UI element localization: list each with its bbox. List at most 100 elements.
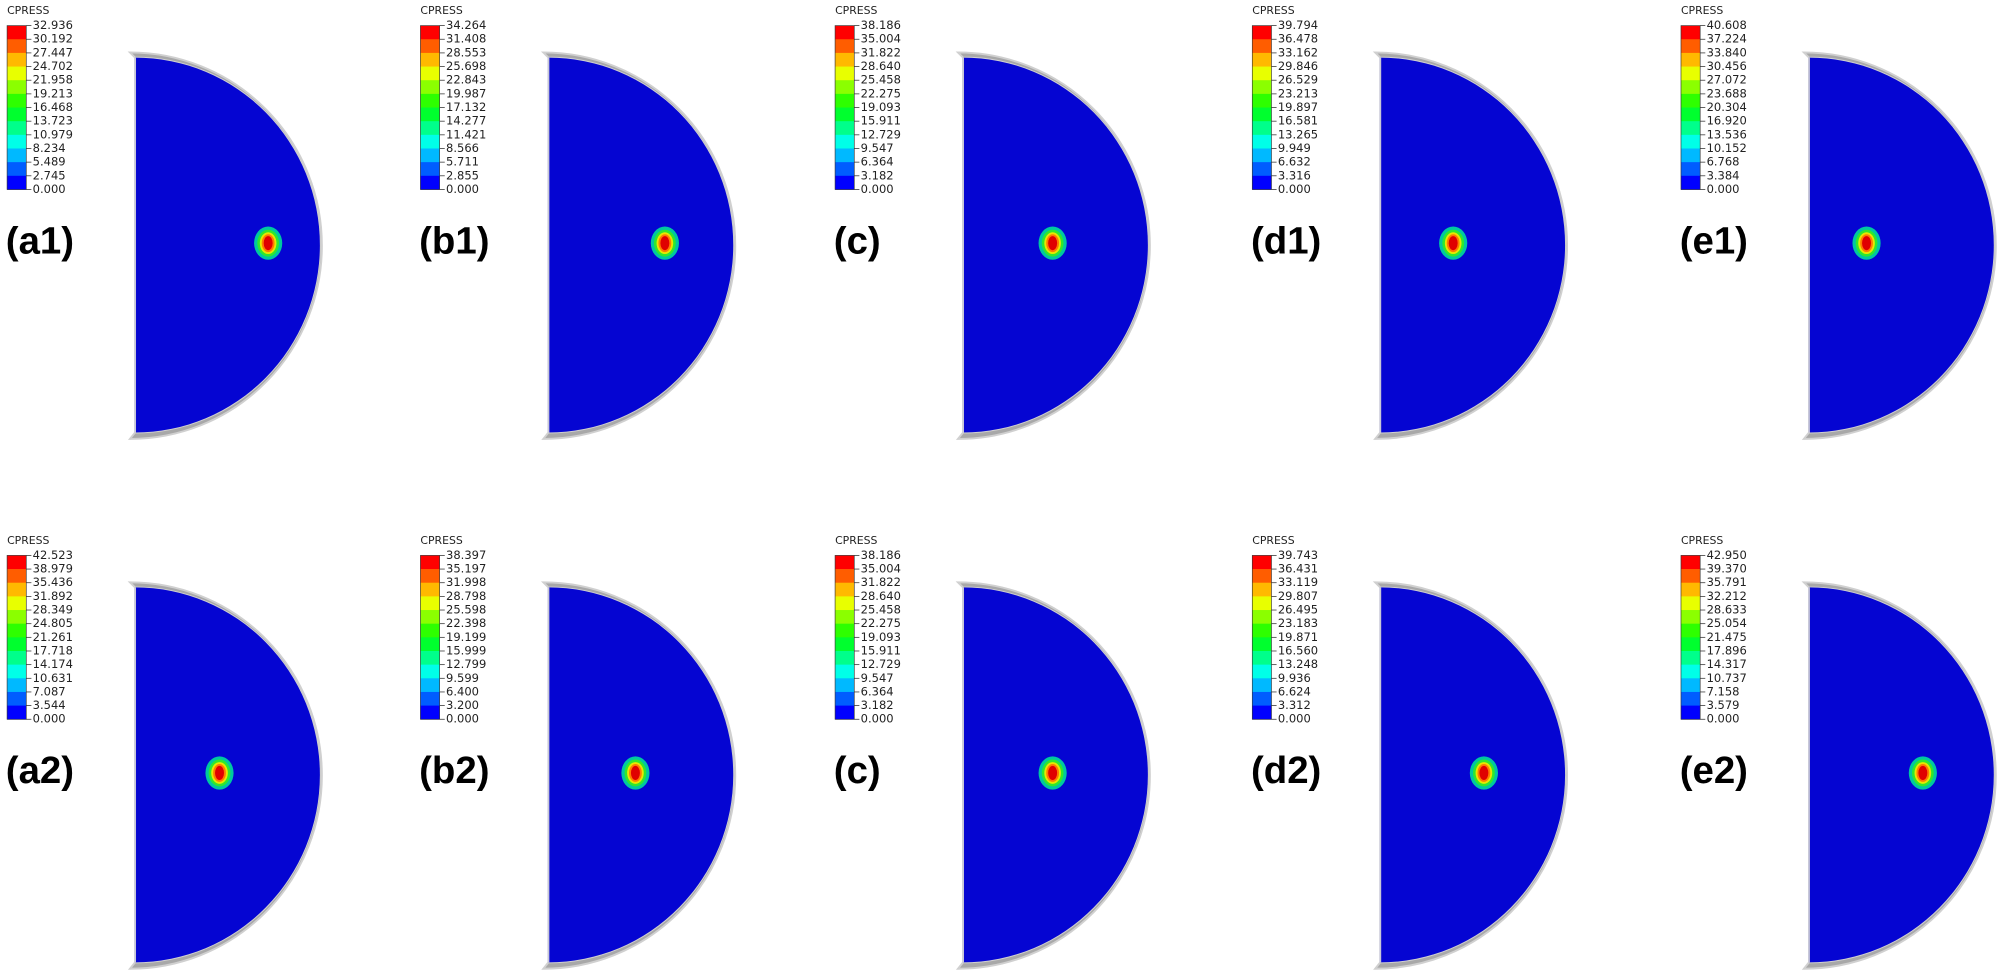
contact-surface: [135, 57, 320, 433]
panel-label: (b2): [419, 749, 489, 792]
legend-band: [420, 637, 440, 652]
legend-band: [835, 650, 855, 666]
legend-value: 17.132: [446, 100, 486, 114]
legend-value: 17.896: [1707, 643, 1747, 657]
legend-value: 0.000: [446, 712, 479, 726]
legend-value: 0.000: [1707, 712, 1740, 726]
panel-label: (d2): [1251, 749, 1321, 792]
legend-title: CPRESS: [1681, 534, 1723, 547]
legend-band: [835, 80, 855, 95]
legend-band: [1680, 596, 1701, 611]
legend-value: 38.979: [33, 562, 73, 576]
legend-value: 11.421: [446, 127, 486, 141]
legend-value: 6.768: [1707, 155, 1740, 169]
legend-value: 16.468: [33, 100, 73, 114]
legend-value: 9.547: [861, 141, 894, 155]
legend-band: [1680, 39, 1701, 54]
legend-value: 28.798: [446, 589, 486, 603]
legend-value: 32.212: [1707, 589, 1747, 603]
legend-band: [1252, 80, 1272, 95]
legend-band: [420, 582, 440, 597]
legend-value: 39.743: [1278, 548, 1318, 562]
legend-band: [7, 555, 27, 570]
legend-value: 35.004: [861, 562, 901, 576]
legend-value: 14.277: [446, 114, 486, 128]
legend-value: 6.632: [1278, 155, 1311, 169]
legend-band: [1680, 25, 1701, 40]
legend-value: 10.737: [1707, 671, 1747, 685]
legend-value: 5.489: [33, 155, 66, 169]
legend-value: 26.495: [1278, 603, 1318, 617]
legend-band: [420, 664, 440, 679]
legend-band: [1252, 93, 1272, 108]
panel: CPRESS38.18635.00431.82228.64025.45822.2…: [834, 534, 1151, 970]
contact-surface: [548, 57, 734, 433]
legend-value: 14.174: [33, 657, 73, 671]
legend-band: [7, 80, 27, 95]
panel-label: (c): [834, 219, 881, 262]
legend-value: 12.799: [446, 657, 486, 671]
legend-band: [1252, 175, 1272, 190]
legend-value: 3.312: [1278, 698, 1311, 712]
legend-value: 39.370: [1707, 562, 1747, 576]
legend-band: [835, 569, 855, 584]
legend-band: [7, 148, 27, 163]
legend-value: 3.316: [1278, 168, 1311, 182]
legend-band: [1252, 148, 1272, 163]
legend-value: 25.458: [861, 603, 901, 617]
panel: CPRESS39.74336.43133.11929.80726.49523.1…: [1251, 534, 1568, 970]
contact-spot: [630, 765, 640, 781]
legend-band: [420, 678, 440, 693]
legend-value: 38.186: [861, 18, 901, 32]
legend-band: [7, 93, 27, 108]
legend-value: 30.192: [33, 32, 73, 46]
legend-band: [7, 134, 27, 149]
legend-value: 32.936: [33, 18, 73, 32]
legend-title: CPRESS: [1252, 534, 1294, 547]
legend-value: 28.640: [861, 589, 901, 603]
legend-value: 14.317: [1707, 657, 1747, 671]
panel: CPRESS32.93630.19227.44724.70221.95819.2…: [6, 4, 323, 440]
legend-band: [1252, 66, 1272, 81]
legend-band: [420, 569, 440, 584]
legend-band: [420, 162, 440, 177]
panel: CPRESS34.26431.40828.55325.69822.84319.9…: [419, 4, 737, 440]
legend-band: [420, 25, 440, 40]
legend-band: [420, 555, 440, 570]
contact-spot: [1862, 236, 1872, 251]
legend-value: 0.000: [33, 182, 66, 196]
legend-band: [1252, 582, 1272, 597]
legend-value: 7.158: [1707, 684, 1740, 698]
legend-band: [1252, 650, 1272, 666]
legend-value: 21.475: [1707, 630, 1747, 644]
legend-band: [835, 66, 855, 81]
legend-band: [1680, 52, 1701, 67]
legend-value: 38.186: [861, 548, 901, 562]
legend-band: [1680, 678, 1701, 693]
legend-band: [1680, 134, 1701, 149]
legend-title: CPRESS: [7, 534, 49, 547]
legend-band: [7, 623, 27, 638]
legend-band: [7, 691, 27, 706]
legend-value: 0.000: [1707, 182, 1740, 196]
legend-band: [7, 650, 27, 666]
contact-surface: [1380, 57, 1566, 433]
legend-band: [7, 678, 27, 693]
legend-value: 16.581: [1278, 114, 1318, 128]
legend-band: [1252, 569, 1272, 584]
legend-band: [1680, 664, 1701, 679]
legend-band: [835, 664, 855, 679]
legend-value: 9.547: [861, 671, 894, 685]
legend-value: 8.566: [446, 141, 479, 155]
legend-band: [420, 80, 440, 95]
legend-value: 29.846: [1278, 59, 1318, 73]
legend-band: [1252, 555, 1272, 570]
legend-value: 0.000: [446, 182, 479, 196]
legend-value: 35.791: [1707, 575, 1747, 589]
legend-band: [1252, 610, 1272, 625]
legend-value: 36.478: [1278, 32, 1318, 46]
legend-value: 31.822: [861, 575, 901, 589]
panel-label: (e1): [1680, 219, 1748, 262]
contact-spot: [1048, 236, 1058, 251]
legend-band: [1252, 691, 1272, 706]
